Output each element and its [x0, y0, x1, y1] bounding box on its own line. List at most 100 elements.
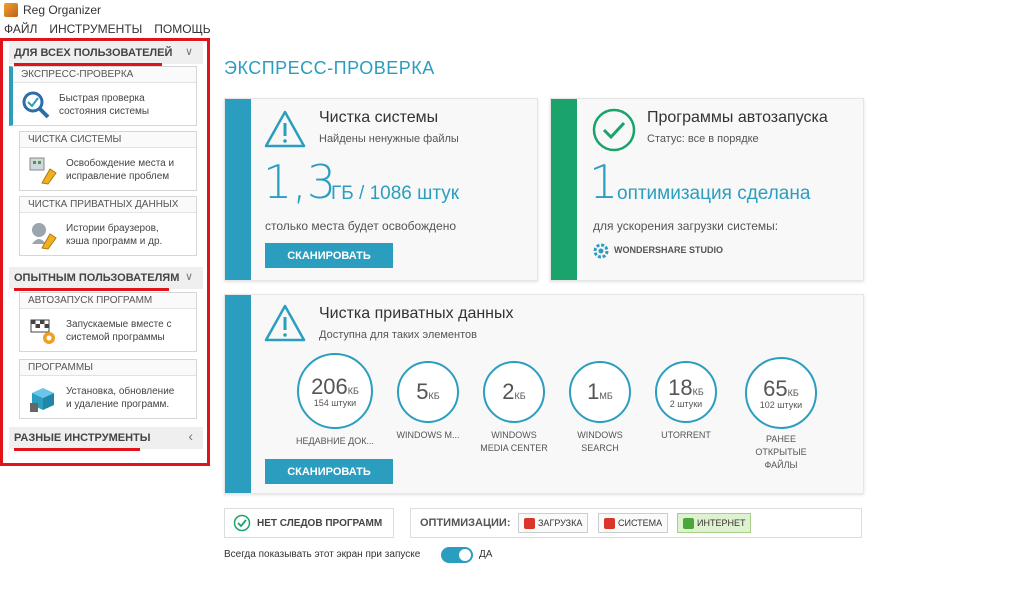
item-label: WINDOWS M...	[396, 430, 460, 440]
scan-system-button[interactable]: СКАНИРОВАТЬ	[265, 243, 393, 268]
opt-system-label: СИСТЕМА	[618, 518, 663, 528]
card-desc-1: Установка, обновление	[66, 386, 175, 397]
app-icon	[4, 3, 18, 17]
autorun-program-name[interactable]: WONDERSHARE STUDIO	[614, 245, 724, 255]
card-desc-1: Освобождение места и	[66, 158, 175, 169]
item-value: 18КБ	[668, 375, 704, 400]
flag-gear-icon	[28, 316, 58, 346]
check-circle-icon	[592, 108, 636, 152]
item-label: UTORRENT	[661, 430, 711, 440]
card-desc-1: Истории браузеров,	[66, 223, 159, 234]
section-advanced-users[interactable]: ОПЫТНЫМ ПОЛЬЗОВАТЕЛЯМ ∨	[9, 267, 203, 291]
item-label: НЕДАВНИЕ ДОК...	[296, 436, 374, 446]
card-desc-2: исправление проблем	[66, 171, 170, 182]
item-value: 65КБ	[763, 376, 799, 401]
freed-size-number: 1,3	[263, 155, 337, 209]
card-title: ЧИСТКА СИСТЕМЫ	[20, 132, 196, 148]
card-title: ПРОГРАММЫ	[20, 360, 196, 376]
chevron-left-icon: ‹	[188, 428, 193, 444]
power-icon	[683, 517, 694, 529]
item-count: 2 штуки	[669, 399, 703, 409]
warning-icon	[264, 110, 306, 148]
opt-boot-label: ЗАГРУЗКА	[538, 518, 583, 528]
panel-stripe	[225, 99, 251, 280]
panel-subtitle: Доступна для таких элементов	[319, 329, 477, 341]
card-system-clean[interactable]: ЧИСТКА СИСТЕМЫ Освобождение места и испра…	[19, 131, 197, 191]
optimization-unit: оптимизация сделана	[617, 183, 811, 204]
item-recent-files[interactable]: 65КБ 102 штуки	[745, 357, 817, 429]
card-private-clean[interactable]: ЧИСТКА ПРИВАТНЫХ ДАННЫХ Истории браузеро…	[19, 196, 197, 256]
card-title: АВТОЗАПУСК ПРОГРАММ	[20, 293, 196, 309]
item-windows-search[interactable]: 1МБ	[569, 361, 631, 423]
opt-internet-button[interactable]: ИНТЕРНЕТ	[677, 513, 752, 533]
chevron-down-icon: ∨	[184, 271, 193, 283]
magnifier-check-icon	[21, 90, 51, 120]
panel-autorun: Программы автозапуска Статус: все в поря…	[550, 98, 864, 281]
menu-help[interactable]: ПОМОЩЬ	[154, 22, 211, 36]
toggle-value: ДА	[479, 549, 493, 560]
item-label: РАНЕЕ ОТКРЫТЫЕ ФАЙЛЫ	[755, 434, 807, 470]
menu-bar: ФАЙЛ ИНСТРУМЕНТЫ ПОМОЩЬ	[0, 20, 1024, 38]
panel-title: Программы автозапуска	[647, 109, 828, 126]
privacy-broom-icon	[28, 220, 58, 250]
opt-boot-button[interactable]: ЗАГРУЗКА	[518, 513, 589, 533]
card-express-check[interactable]: ЭКСПРЕСС-ПРОВЕРКА Быстрая проверка состоя…	[9, 66, 197, 126]
box-trash-icon	[28, 383, 58, 413]
sidebar: ДЛЯ ВСЕХ ПОЛЬЗОВАТЕЛЕЙ ∨ ЭКСПРЕСС-ПРОВЕР…	[0, 38, 210, 466]
red-underline	[14, 63, 162, 66]
optimization-number: 1	[589, 155, 619, 209]
item-label: WINDOWS MEDIA CENTER	[480, 430, 548, 453]
gear-icon	[593, 243, 609, 259]
panel-subtitle: Статус: все в порядке	[647, 133, 759, 145]
warning-icon	[264, 304, 306, 342]
card-desc-2: состояния системы	[59, 106, 150, 117]
item-value: 206КБ	[311, 374, 359, 399]
card-desc-1: Быстрая проверка	[59, 93, 145, 104]
scan-private-button[interactable]: СКАНИРОВАТЬ	[265, 459, 393, 484]
item-count: 102 штуки	[759, 400, 803, 410]
card-desc-2: кэша программ и др.	[66, 236, 163, 247]
section-misc-tools-label: РАЗНЫЕ ИНСТРУМЕНТЫ	[14, 432, 151, 444]
panel-title: Чистка системы	[319, 109, 439, 126]
item-recent-docs[interactable]: 206КБ 154 штуки	[297, 353, 373, 429]
power-icon	[604, 517, 615, 529]
freed-caption: столько места будет освобождено	[265, 219, 457, 233]
card-desc-2: системой программы	[66, 332, 165, 343]
panel-stripe	[551, 99, 577, 280]
section-advanced-users-label: ОПЫТНЫМ ПОЛЬЗОВАТЕЛЯМ	[14, 272, 180, 284]
item-label: WINDOWS SEARCH	[577, 430, 623, 453]
panel-system-clean: Чистка системы Найдены ненужные файлы 1,…	[224, 98, 538, 281]
section-misc-tools[interactable]: РАЗНЫЕ ИНСТРУМЕНТЫ ‹	[9, 427, 203, 451]
item-utorrent[interactable]: 18КБ 2 штуки	[655, 361, 717, 423]
card-title: ЭКСПРЕСС-ПРОВЕРКА	[13, 67, 196, 83]
toggle-knob	[459, 549, 471, 561]
card-desc-1: Запускаемые вместе с	[66, 319, 172, 330]
red-underline	[14, 288, 169, 291]
panel-title: Чистка приватных данных	[319, 305, 514, 322]
section-all-users[interactable]: ДЛЯ ВСЕХ ПОЛЬЗОВАТЕЛЕЙ ∨	[9, 42, 203, 66]
card-title: ЧИСТКА ПРИВАТНЫХ ДАННЫХ	[20, 197, 196, 213]
menu-file[interactable]: ФАЙЛ	[4, 22, 38, 36]
opt-system-button[interactable]: СИСТЕМА	[598, 513, 669, 533]
panel-subtitle: Найдены ненужные файлы	[319, 133, 459, 145]
no-traces-label: НЕТ СЛЕДОВ ПРОГРАММ	[257, 517, 383, 529]
item-count: 154 штуки	[313, 398, 357, 408]
item-media-center[interactable]: 2КБ	[483, 361, 545, 423]
menu-tools[interactable]: ИНСТРУМЕНТЫ	[49, 22, 143, 36]
title-bar: Reg Organizer	[0, 0, 1024, 20]
show-on-start-toggle[interactable]	[441, 547, 473, 563]
chevron-down-icon: ∨	[184, 46, 193, 58]
item-value: 5КБ	[416, 379, 440, 404]
card-autorun[interactable]: АВТОЗАПУСК ПРОГРАММ Запускаемые вместе с…	[19, 292, 197, 352]
power-icon	[524, 517, 535, 529]
opt-internet-label: ИНТЕРНЕТ	[697, 518, 746, 528]
card-desc-2: и удаление программ.	[66, 399, 170, 410]
window-title: Reg Organizer	[23, 3, 102, 17]
card-programs[interactable]: ПРОГРАММЫ Установка, обновление и удалени…	[19, 359, 197, 419]
item-value: 1МБ	[587, 379, 613, 404]
red-underline	[14, 448, 140, 451]
freed-size-unit: ГБ / 1086 штук	[331, 183, 460, 204]
check-circle-icon	[233, 514, 251, 532]
no-traces-box[interactable]: НЕТ СЛЕДОВ ПРОГРАММ	[224, 508, 394, 538]
item-windows-m[interactable]: 5КБ	[397, 361, 459, 423]
